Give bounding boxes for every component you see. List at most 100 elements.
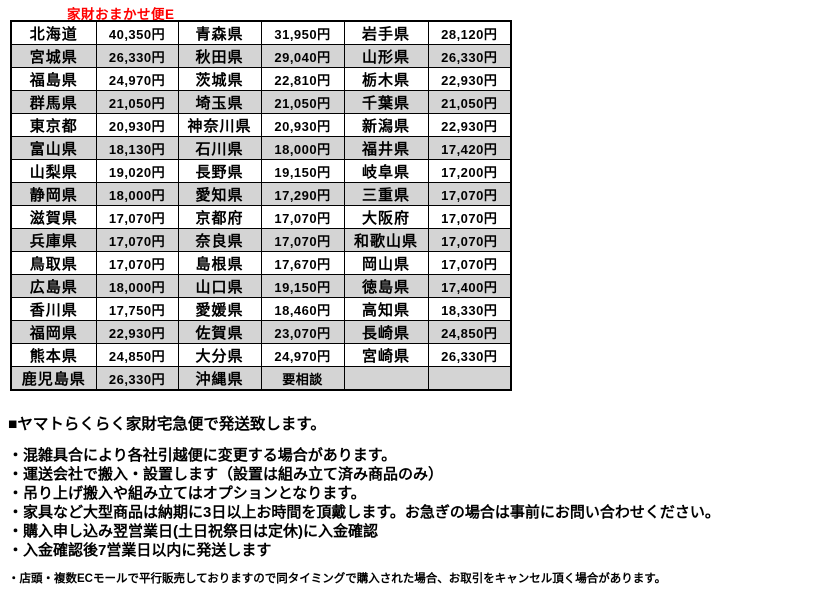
prefecture-cell: 山形県 — [343, 44, 429, 68]
prefecture-cell: 大分県 — [177, 343, 262, 367]
price-cell: 17,400円 — [427, 274, 512, 298]
table-row: 熊本県 24,850円 大分県 24,970円 宮崎県 26,330円 — [10, 343, 512, 367]
prefecture-cell: 香川県 — [10, 297, 97, 321]
price-cell: 26,330円 — [95, 44, 179, 68]
prefecture-cell: 鹿児島県 — [10, 366, 97, 391]
price-cell: 26,330円 — [427, 44, 512, 68]
prefecture-cell: 新潟県 — [343, 113, 429, 137]
price-cell: 18,000円 — [95, 182, 179, 206]
price-cell: 40,350円 — [95, 20, 179, 45]
price-cell: 26,330円 — [95, 366, 179, 391]
prefecture-cell: 福岡県 — [10, 320, 97, 344]
price-cell: 18,000円 — [260, 136, 345, 160]
prefecture-cell: 長崎県 — [343, 320, 429, 344]
prefecture-cell: 東京都 — [10, 113, 97, 137]
prefecture-cell: 富山県 — [10, 136, 97, 160]
price-cell: 22,930円 — [95, 320, 179, 344]
price-cell: 23,070円 — [260, 320, 345, 344]
shipping-notes-section: ■ヤマトらくらく家財宅急便で発送致します。 ・混雑具合により各社引越便に変更する… — [8, 412, 818, 586]
price-cell: 22,810円 — [260, 67, 345, 91]
price-cell: 28,120円 — [427, 20, 512, 45]
shipping-notes-heading: ■ヤマトらくらく家財宅急便で発送致します。 — [8, 416, 326, 433]
prefecture-cell: 岡山県 — [343, 251, 429, 275]
prefecture-cell: 大阪府 — [343, 205, 429, 229]
price-cell: 17,070円 — [95, 251, 179, 275]
prefecture-cell: 広島県 — [10, 274, 97, 298]
price-cell: 24,970円 — [260, 343, 345, 367]
prefecture-cell: 宮崎県 — [343, 343, 429, 367]
prefecture-cell: 徳島県 — [343, 274, 429, 298]
price-cell: 24,850円 — [427, 320, 512, 344]
price-cell: 22,930円 — [427, 113, 512, 137]
price-cell: 17,670円 — [260, 251, 345, 275]
price-cell: 18,330円 — [427, 297, 512, 321]
prefecture-cell: 奈良県 — [177, 228, 262, 252]
prefecture-cell: 埼玉県 — [177, 90, 262, 114]
price-cell: 17,070円 — [427, 228, 512, 252]
table-row: 鳥取県 17,070円 島根県 17,670円 岡山県 17,070円 — [10, 251, 512, 275]
prefecture-cell: 愛知県 — [177, 182, 262, 206]
price-cell: 17,070円 — [427, 182, 512, 206]
prefecture-cell: 北海道 — [10, 20, 97, 45]
prefecture-cell: 栃木県 — [343, 67, 429, 91]
price-cell: 17,070円 — [95, 228, 179, 252]
price-cell: 21,050円 — [427, 90, 512, 114]
price-cell: 19,020円 — [95, 159, 179, 183]
shipping-note-line: ・混雑具合により各社引越便に変更する場合があります。 — [8, 447, 397, 464]
price-cell: 17,420円 — [427, 136, 512, 160]
prefecture-cell: 佐賀県 — [177, 320, 262, 344]
price-cell: 22,930円 — [427, 67, 512, 91]
prefecture-cell: 福井県 — [343, 136, 429, 160]
prefecture-cell: 岩手県 — [343, 20, 429, 45]
price-cell: 17,750円 — [95, 297, 179, 321]
table-row: 福島県 24,970円 茨城県 22,810円 栃木県 22,930円 — [10, 67, 512, 91]
prefecture-cell: 千葉県 — [343, 90, 429, 114]
table-row: 山梨県 19,020円 長野県 19,150円 岐阜県 17,200円 — [10, 159, 512, 183]
prefecture-cell: 長野県 — [177, 159, 262, 183]
prefecture-cell: 石川県 — [177, 136, 262, 160]
table-row: 香川県 17,750円 愛媛県 18,460円 高知県 18,330円 — [10, 297, 512, 321]
prefecture-cell: 和歌山県 — [343, 228, 429, 252]
shipping-note-line: ・購入申し込み翌営業日(土日祝祭日は定休)に入金確認 — [8, 523, 378, 540]
shipping-table-body: 北海道 40,350円 青森県 31,950円 岩手県 28,120円 宮城県 26,330円… — [10, 20, 512, 391]
prefecture-cell: 静岡県 — [10, 182, 97, 206]
table-row: 東京都 20,930円 神奈川県 20,930円 新潟県 22,930円 — [10, 113, 512, 137]
prefecture-cell: 鳥取県 — [10, 251, 97, 275]
prefecture-cell: 岐阜県 — [343, 159, 429, 183]
prefecture-cell: 茨城県 — [177, 67, 262, 91]
table-row: 静岡県 18,000円 愛知県 17,290円 三重県 17,070円 — [10, 182, 512, 206]
price-cell: 17,070円 — [260, 205, 345, 229]
table-row: 北海道 40,350円 青森県 31,950円 岩手県 28,120円 — [10, 20, 512, 45]
page-title: 家財おまかせ便E — [67, 7, 175, 22]
prefecture-cell: 青森県 — [177, 20, 262, 45]
price-cell: 17,070円 — [427, 251, 512, 275]
price-cell: 20,930円 — [95, 113, 179, 137]
prefecture-cell: 山口県 — [177, 274, 262, 298]
price-cell — [427, 366, 512, 391]
price-cell: 17,070円 — [260, 228, 345, 252]
prefecture-cell: 沖縄県 — [177, 366, 262, 391]
shipping-note-line: ・入金確認後7営業日以内に発送します — [8, 542, 272, 559]
prefecture-cell: 京都府 — [177, 205, 262, 229]
price-cell: 17,070円 — [427, 205, 512, 229]
price-cell: 21,050円 — [260, 90, 345, 114]
price-cell: 17,200円 — [427, 159, 512, 183]
prefecture-cell: 群馬県 — [10, 90, 97, 114]
table-row: 福岡県 22,930円 佐賀県 23,070円 長崎県 24,850円 — [10, 320, 512, 344]
table-row: 広島県 18,000円 山口県 19,150円 徳島県 17,400円 — [10, 274, 512, 298]
shipping-note-line: ・運送会社で搬入・設置します（設置は組み立て済み商品のみ） — [8, 466, 444, 483]
shipping-notes-bullets: ・混雑具合により各社引越便に変更する場合があります。・運送会社で搬入・設置します… — [8, 446, 818, 560]
price-cell: 24,970円 — [95, 67, 179, 91]
price-cell: 18,000円 — [95, 274, 179, 298]
prefecture-cell — [343, 366, 429, 391]
price-cell: 19,150円 — [260, 274, 345, 298]
price-cell: 19,150円 — [260, 159, 345, 183]
table-row: 宮城県 26,330円 秋田県 29,040円 山形県 26,330円 — [10, 44, 512, 68]
price-cell: 31,950円 — [260, 20, 345, 45]
prefecture-cell: 福島県 — [10, 67, 97, 91]
prefecture-cell: 兵庫県 — [10, 228, 97, 252]
price-cell: 18,460円 — [260, 297, 345, 321]
prefecture-cell: 島根県 — [177, 251, 262, 275]
price-cell: 20,930円 — [260, 113, 345, 137]
table-row: 滋賀県 17,070円 京都府 17,070円 大阪府 17,070円 — [10, 205, 512, 229]
